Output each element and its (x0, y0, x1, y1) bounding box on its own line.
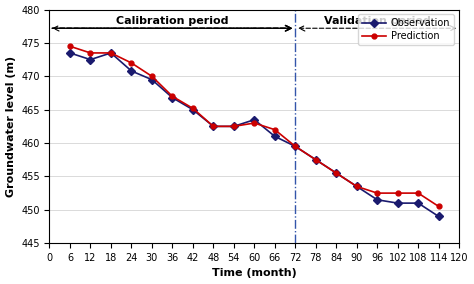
Prediction (436, 205, 442, 208)
Prediction (313, 158, 319, 161)
Observation (436, 215, 442, 218)
Observation (292, 145, 298, 148)
Observation (272, 135, 278, 138)
Observation (313, 158, 319, 161)
Prediction (292, 145, 298, 148)
Line: Prediction: Prediction (67, 44, 441, 209)
Observation (395, 201, 401, 205)
Observation (128, 69, 134, 73)
Observation (190, 108, 196, 111)
Observation (210, 125, 216, 128)
Prediction (415, 191, 421, 195)
Observation (88, 58, 93, 61)
Observation (149, 78, 155, 81)
Prediction (272, 128, 278, 131)
Prediction (210, 125, 216, 128)
Prediction (252, 121, 257, 125)
Observation (108, 51, 114, 55)
Observation (170, 96, 175, 99)
Observation (67, 51, 73, 55)
Text: Validation period: Validation period (324, 16, 431, 26)
Line: Observation: Observation (67, 50, 441, 219)
Prediction (88, 51, 93, 55)
Prediction (231, 125, 237, 128)
Prediction (67, 45, 73, 48)
Prediction (354, 185, 360, 188)
Prediction (333, 171, 339, 175)
Legend: Observation, Prediction: Observation, Prediction (358, 14, 455, 45)
Prediction (128, 61, 134, 65)
Observation (415, 201, 421, 205)
Observation (231, 125, 237, 128)
Y-axis label: Groundwater level (m): Groundwater level (m) (6, 56, 16, 197)
Prediction (108, 51, 114, 55)
Observation (374, 198, 380, 201)
X-axis label: Time (month): Time (month) (212, 268, 297, 278)
Observation (252, 118, 257, 121)
Observation (333, 171, 339, 175)
Prediction (149, 75, 155, 78)
Prediction (374, 191, 380, 195)
Prediction (395, 191, 401, 195)
Observation (354, 185, 360, 188)
Prediction (190, 106, 196, 110)
Prediction (170, 95, 175, 98)
Text: Calibration period: Calibration period (116, 16, 228, 26)
